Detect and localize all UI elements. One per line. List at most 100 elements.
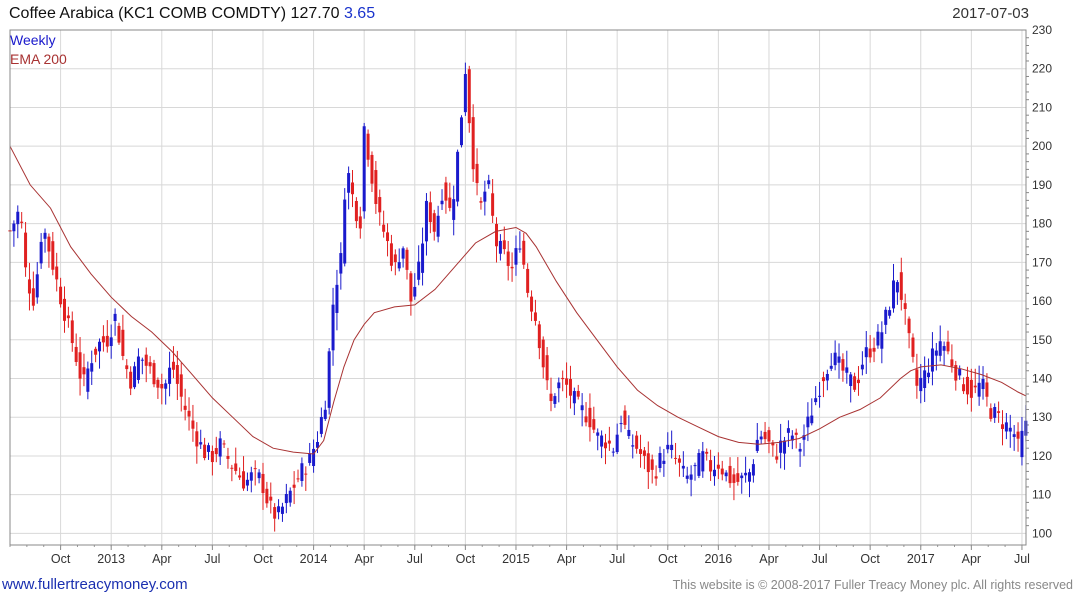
candle-body <box>997 411 1001 413</box>
candle-body <box>327 351 331 408</box>
candle-body <box>553 396 557 404</box>
candles <box>8 62 1028 532</box>
candle-body <box>545 355 549 381</box>
x-tick-label: Jul <box>609 552 625 566</box>
y-tick-label: 180 <box>1032 217 1052 231</box>
candle-body <box>109 337 113 347</box>
candle-body <box>479 201 483 203</box>
x-tick-label: Oct <box>658 552 678 566</box>
candle-body <box>611 451 615 453</box>
candle-body <box>829 365 833 369</box>
candle-body <box>98 341 102 352</box>
candle-body <box>818 395 822 397</box>
candle-body <box>440 200 444 205</box>
candle-body <box>331 304 335 351</box>
candle-body <box>66 315 70 319</box>
y-tick-label: 210 <box>1032 100 1052 114</box>
candle-body <box>919 377 923 392</box>
candle-body <box>459 117 463 146</box>
candle-body <box>339 253 343 274</box>
candle-body <box>288 490 292 503</box>
candle-body <box>140 359 144 361</box>
candle-body <box>51 241 55 270</box>
candle-body <box>245 479 249 486</box>
candle-body <box>794 432 798 435</box>
candle-body <box>483 191 487 202</box>
candle-body <box>304 473 308 475</box>
x-tick-label: Apr <box>354 552 373 566</box>
candle-body <box>70 320 74 344</box>
y-tick-label: 170 <box>1032 255 1052 269</box>
candle-body <box>592 419 596 430</box>
candle-body <box>954 365 958 381</box>
candle-body <box>273 507 277 519</box>
candle-body <box>308 453 312 463</box>
candle-body <box>475 163 479 184</box>
site-link[interactable]: www.fullertreacymoney.com <box>2 576 188 593</box>
candle-body <box>662 460 666 464</box>
candle-body <box>467 69 471 124</box>
candle-body <box>903 303 907 309</box>
y-tick-label: 160 <box>1032 294 1052 308</box>
grid <box>10 29 1026 545</box>
candle-body <box>697 453 701 476</box>
candle-body <box>257 472 261 479</box>
candle-body <box>724 472 728 477</box>
candle-body <box>444 182 448 201</box>
candle-body <box>600 435 604 447</box>
candle-body <box>639 449 643 454</box>
candle-body <box>681 465 685 469</box>
candle-body <box>12 223 16 232</box>
candle-body <box>370 154 374 184</box>
chart-title: Coffee Arabica (KC1 COMB COMDTY) 127.70 … <box>9 5 375 23</box>
candle-body <box>825 373 829 381</box>
candle-body <box>292 484 296 488</box>
candle-body <box>837 356 841 363</box>
candle-body <box>783 440 787 454</box>
candle-body <box>950 359 954 367</box>
candle-body <box>934 350 938 356</box>
candle-body <box>55 266 59 280</box>
candle-body <box>981 378 985 390</box>
candle-body <box>1012 434 1016 437</box>
candle-body <box>386 232 390 242</box>
candle-body <box>510 266 514 269</box>
candle-body <box>136 356 140 380</box>
candle-body <box>872 347 876 352</box>
candle-body <box>899 272 903 300</box>
candle-body <box>121 329 125 356</box>
candle-body <box>148 362 152 367</box>
candle-body <box>701 451 705 472</box>
candle-body <box>448 197 452 208</box>
candle-body <box>117 325 121 343</box>
candle-body <box>557 382 561 389</box>
candle-body <box>923 370 927 389</box>
candle-body <box>685 475 689 479</box>
candle-body <box>187 410 191 417</box>
x-tick-label: Oct <box>51 552 71 566</box>
candle-body <box>300 463 304 481</box>
candle-body <box>382 224 386 232</box>
copyright-notice: This website is © 2008-2017 Fuller Treac… <box>672 578 1073 592</box>
candle-body <box>401 248 405 259</box>
x-tick-label: Jul <box>204 552 220 566</box>
candle-body <box>90 363 94 372</box>
candle-body <box>522 240 526 265</box>
candle-body <box>670 444 674 451</box>
y-tick-label: 140 <box>1032 371 1052 385</box>
candle-body <box>203 444 207 459</box>
candle-body <box>125 365 129 370</box>
candle-body <box>43 232 47 239</box>
candle-body <box>712 469 716 477</box>
candle-body <box>755 439 759 451</box>
candle-body <box>160 384 164 389</box>
candle-body <box>1016 431 1020 439</box>
candle-body <box>580 405 584 411</box>
y-tick-label: 230 <box>1032 23 1052 37</box>
candle-body <box>1020 430 1024 458</box>
candle-body <box>86 368 90 392</box>
candle-body <box>744 472 748 476</box>
candle-body <box>506 251 510 266</box>
candle-body <box>35 274 39 298</box>
candle-body <box>1000 424 1004 429</box>
